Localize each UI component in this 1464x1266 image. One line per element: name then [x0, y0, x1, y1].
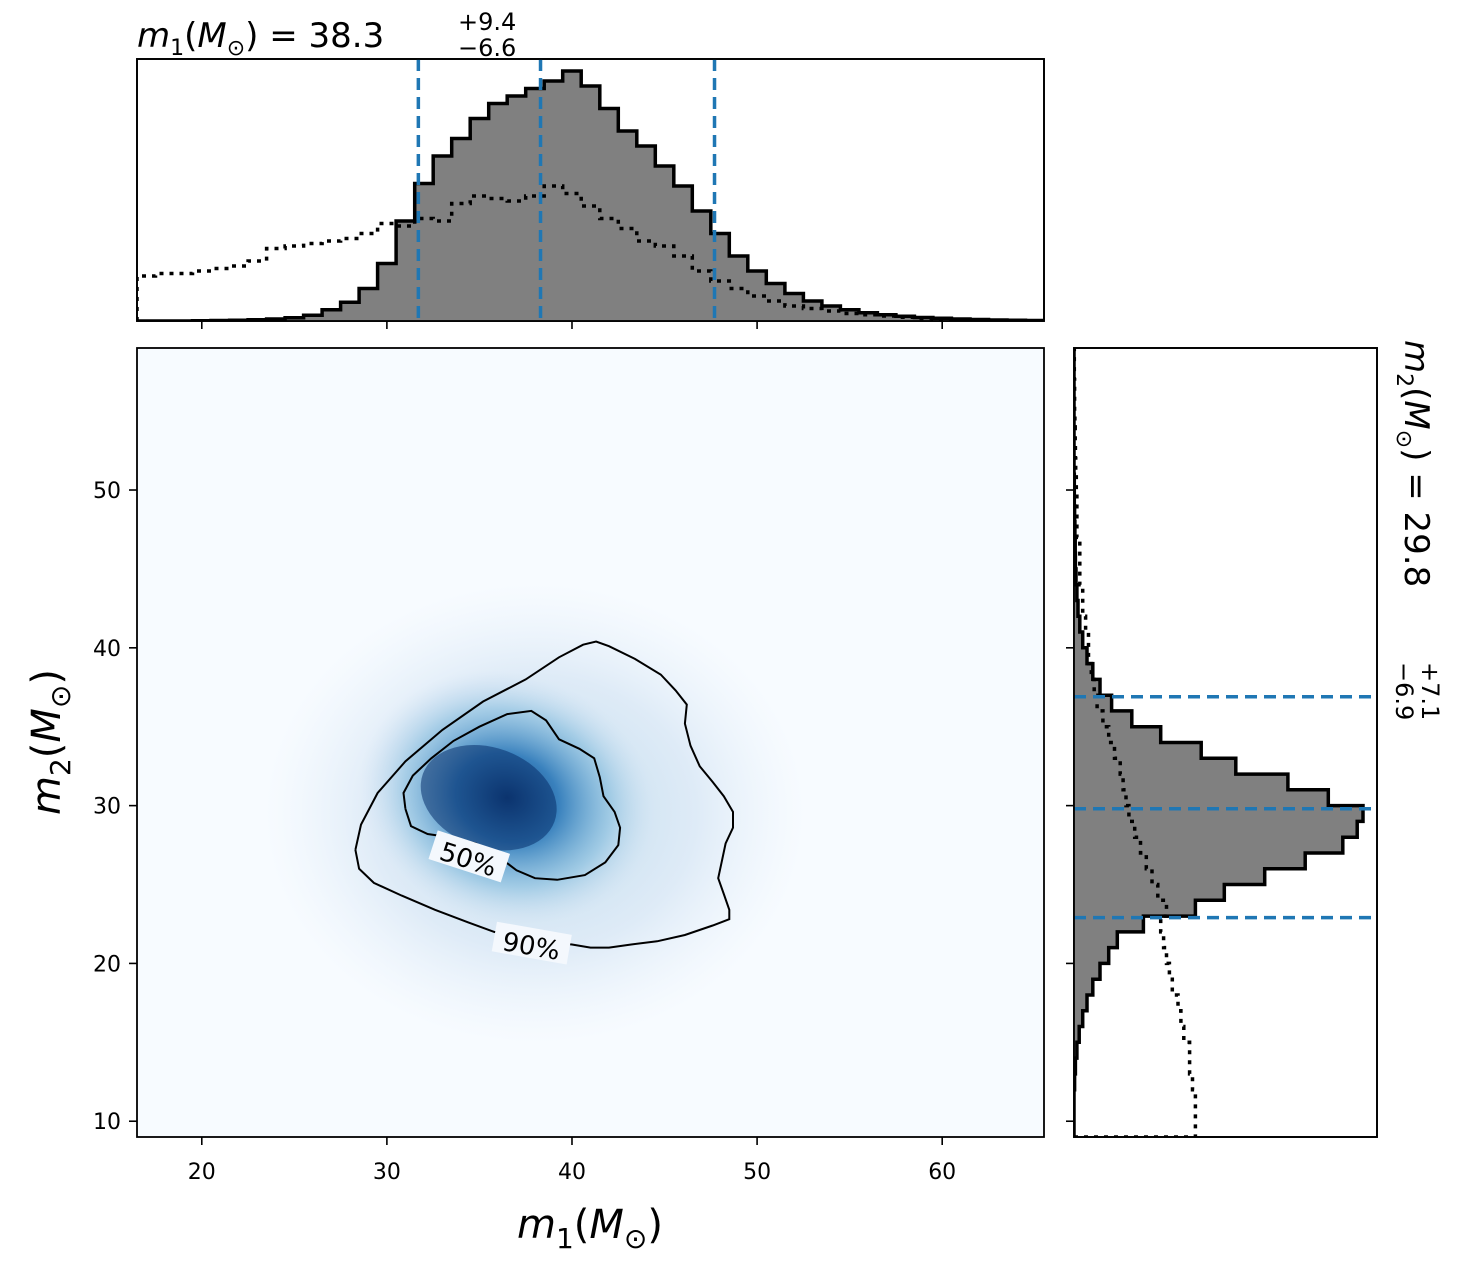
x-tick-label: 30 — [373, 1160, 401, 1185]
top-panel-title-upper: +9.4 — [458, 8, 516, 36]
right-panel-title: m2(M⊙) = 29.8 — [1391, 340, 1436, 587]
y-tick-label: 40 — [93, 637, 121, 662]
x-tick-label: 50 — [743, 1160, 771, 1185]
right-prior-step — [1074, 348, 1198, 1137]
top-posterior-fill — [137, 71, 1044, 321]
right-panel-title-lower: −6.9 — [1390, 662, 1418, 720]
top-marginal-panel: m1(M⊙) = 38.3 +9.4 −6.6 — [136, 8, 1045, 329]
y-tick-label: 10 — [93, 1110, 121, 1135]
x-tick-label: 60 — [928, 1160, 956, 1185]
y-tick-label: 20 — [93, 952, 121, 977]
y-tick-label: 30 — [93, 795, 121, 820]
y-tick-label: 50 — [93, 479, 121, 504]
x-tick-label: 40 — [558, 1160, 586, 1185]
top-panel-title-lower: −6.6 — [458, 34, 516, 62]
y-axis-title: m2(M⊙) — [24, 669, 77, 815]
density-peak — [420, 744, 557, 851]
right-marginal-panel: m2(M⊙) = 29.8 +7.1 −6.9 — [1066, 340, 1444, 1138]
contour-label-bg — [428, 830, 511, 883]
right-panel-title-upper: +7.1 — [1416, 662, 1444, 720]
contour-label-bg — [491, 921, 572, 965]
top-panel-title: m1(M⊙) = 38.3 — [137, 16, 384, 61]
x-tick-label: 20 — [188, 1160, 216, 1185]
top-prior-step — [137, 184, 1044, 321]
right-posterior-fill — [1074, 348, 1363, 1137]
joint-panel-frame — [136, 347, 1045, 1138]
x-axis-title: m1(M⊙) — [517, 1202, 663, 1255]
right-posterior-step — [1074, 348, 1365, 1137]
